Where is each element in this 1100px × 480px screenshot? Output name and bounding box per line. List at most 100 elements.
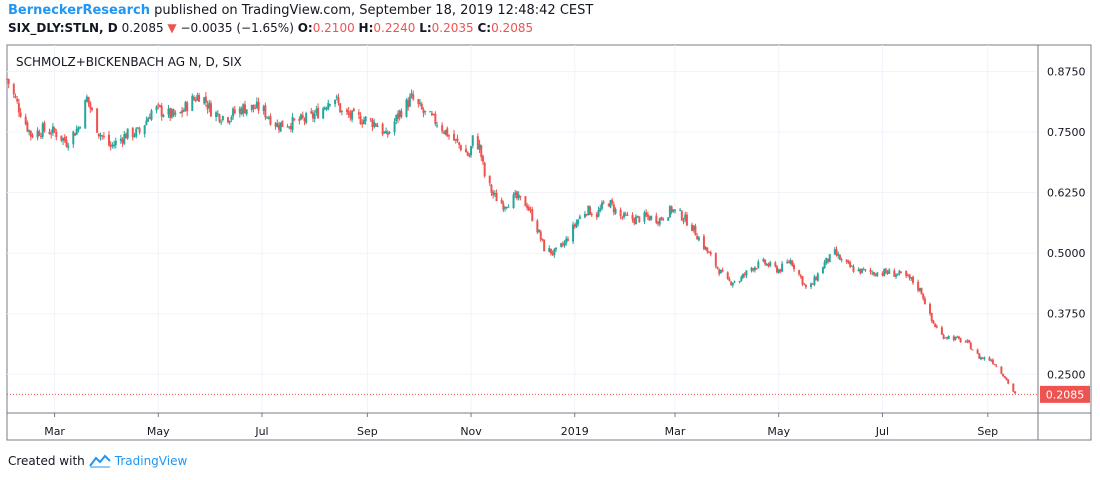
candle-body [114, 140, 117, 146]
candle-body [910, 277, 913, 279]
candle-body [935, 326, 938, 328]
candle-body [648, 216, 651, 221]
candle-body [386, 132, 389, 135]
candle-body [658, 218, 661, 225]
candle-body [577, 219, 580, 224]
candle-body [24, 116, 27, 125]
candle-body [803, 283, 806, 285]
candle-body [893, 270, 896, 277]
time-axis: Mar May Jul Sep Nov 2019 Mar May Jul Sep [44, 413, 998, 438]
candle-body [376, 125, 379, 128]
price-axis: 0.8750 0.7500 0.6250 0.5000 0.3750 0.2500 [1047, 66, 1086, 382]
candle-body [196, 94, 199, 101]
candle-body [609, 200, 612, 208]
candle-body [667, 217, 670, 221]
candle-body [566, 238, 569, 241]
candle-body [611, 199, 614, 204]
candle-body [905, 271, 908, 277]
candle-body [718, 269, 721, 274]
candle-body [811, 283, 814, 285]
candle-body [859, 268, 862, 274]
price-chart[interactable]: 0.8750 0.7500 0.6250 0.5000 0.3750 0.2500 Mar… [0, 0, 1100, 450]
candle-body [716, 266, 719, 269]
candle-body [250, 104, 253, 111]
close-label: C: [477, 21, 492, 35]
candle-body [495, 193, 498, 202]
candle-body [50, 133, 53, 135]
candle-body [505, 207, 508, 209]
candle-body [143, 125, 146, 135]
candle-body [311, 112, 314, 119]
last-price: 0.2085 [121, 21, 164, 35]
candle-body [322, 108, 325, 119]
candle-body [300, 114, 303, 120]
candle-body [145, 120, 148, 126]
candle-body [327, 102, 330, 110]
candle-body [861, 268, 864, 273]
candle-body [561, 243, 564, 246]
candle-body [670, 206, 673, 213]
candle-body [41, 123, 44, 137]
candle-body [493, 193, 496, 195]
candle-body [131, 127, 134, 138]
candle-body [1007, 379, 1010, 384]
candle-body [538, 230, 541, 233]
candle-body [621, 217, 624, 219]
last-price-badge [1040, 385, 1090, 403]
candle-body [471, 135, 474, 146]
candle-body [682, 220, 685, 222]
candle-body [801, 276, 804, 285]
candle-body [135, 128, 138, 137]
candle-body [578, 216, 581, 219]
candle-body [821, 267, 824, 274]
candle-body [289, 126, 292, 130]
candle-body [730, 281, 733, 285]
candle-body [90, 108, 93, 110]
ohlc-header: SIX_DLY:STLN, D 0.2085 ▼ −0.0035 (−1.65%… [8, 21, 533, 35]
candle-body [150, 110, 153, 120]
candle-body [160, 105, 163, 117]
candle-body [636, 215, 639, 217]
candle-body [124, 133, 127, 139]
candle-body [75, 128, 78, 135]
candle-body [62, 138, 65, 141]
candle-body [1003, 376, 1006, 379]
candle-body [184, 101, 187, 111]
candle-body [111, 144, 114, 146]
candle-body [362, 119, 365, 125]
x-tick-label: Nov [460, 425, 482, 438]
candle-body [255, 101, 258, 108]
candle-body [888, 269, 891, 274]
candle-body [585, 214, 588, 216]
candle-body [706, 247, 709, 252]
x-tick-label: Jul [254, 425, 268, 438]
x-tick-label: Sep [977, 425, 998, 438]
candle-body [512, 194, 515, 209]
candle-body [864, 269, 867, 271]
candle-body [381, 123, 384, 135]
candle-body [398, 110, 401, 118]
candle-body [519, 195, 522, 198]
candle-body [119, 138, 122, 141]
candle-body [417, 99, 420, 104]
candle-body [420, 103, 423, 110]
candle-body [138, 128, 141, 133]
candle-body [777, 269, 780, 273]
candle-body [339, 103, 342, 113]
candle-body [920, 288, 923, 295]
candle-body [589, 206, 592, 216]
candle-body [573, 224, 576, 227]
candle-body [361, 122, 364, 125]
candle-body [113, 144, 116, 147]
candle-body [502, 203, 505, 210]
candle-body [126, 128, 129, 139]
candle-body [429, 111, 432, 113]
candle-body [121, 139, 124, 143]
candle-body [704, 246, 707, 250]
candle-body [964, 341, 967, 343]
tradingview-link[interactable]: TradingView [114, 454, 188, 468]
author-link[interactable]: BerneckerResearch [8, 3, 150, 18]
candle-body [198, 95, 201, 102]
candle-body [481, 156, 484, 162]
candle-body [743, 274, 746, 276]
